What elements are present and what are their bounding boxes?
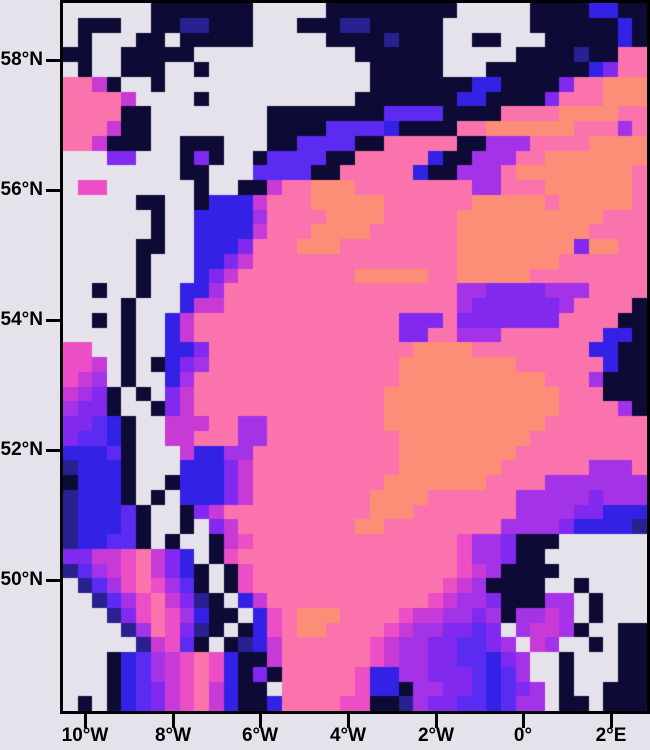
x-tick-mark: [610, 714, 613, 728]
y-tick-mark: [46, 319, 61, 322]
x-tick-mark: [435, 714, 438, 728]
map-canvas: [63, 3, 647, 711]
x-tick-label: 6°W: [241, 725, 279, 746]
x-tick-label: 0°: [513, 725, 533, 746]
plot-frame: [60, 0, 650, 714]
x-tick-mark: [347, 714, 350, 728]
y-tick-mark: [46, 189, 61, 192]
x-tick-label: 4°W: [329, 725, 367, 746]
y-tick-mark: [46, 59, 61, 62]
y-tick-label: 56°N: [0, 179, 43, 200]
y-tick-label: 54°N: [0, 309, 43, 330]
y-tick-mark: [46, 449, 61, 452]
x-tick-mark: [259, 714, 262, 728]
x-tick-mark: [84, 714, 87, 728]
x-tick-mark: [522, 714, 525, 728]
y-tick-mark: [46, 579, 61, 582]
y-tick-label: 52°N: [0, 439, 43, 460]
x-tick-label: 10°W: [61, 725, 109, 746]
x-tick-mark: [172, 714, 175, 728]
y-tick-label: 58°N: [0, 49, 43, 70]
x-tick-label: 2°E: [595, 725, 627, 746]
x-tick-label: 8°W: [154, 725, 192, 746]
x-tick-label: 2°W: [417, 725, 455, 746]
y-tick-label: 50°N: [0, 569, 43, 590]
